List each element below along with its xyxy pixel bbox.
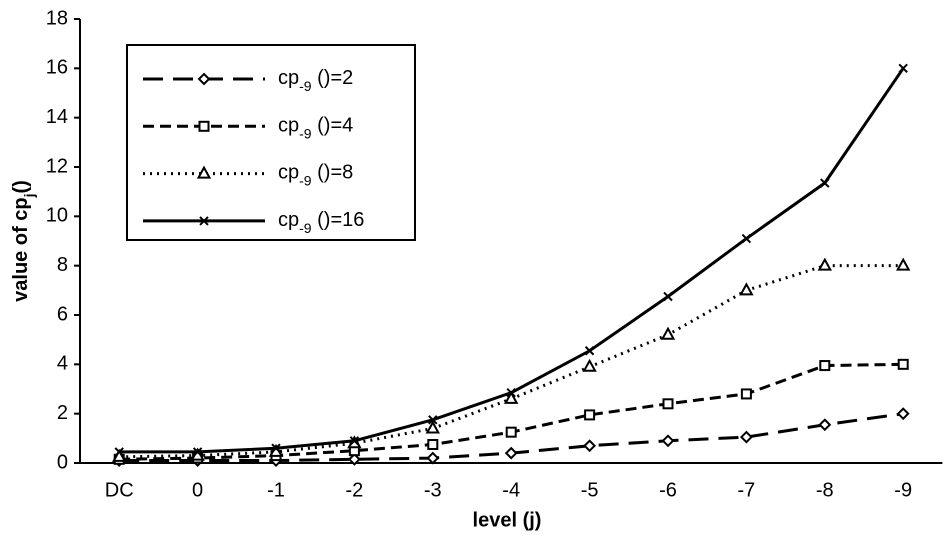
x-tick-label: -8 xyxy=(816,479,834,501)
data-point xyxy=(427,439,439,450)
x-tick-label: -5 xyxy=(581,479,599,501)
legend-label: cp-9 ()=8 xyxy=(278,162,353,188)
x-tick-label: 0 xyxy=(192,479,203,501)
y-tick-label: 4 xyxy=(57,353,68,375)
data-point xyxy=(820,178,830,188)
data-point xyxy=(818,418,832,432)
legend-marker xyxy=(197,72,211,86)
data-point xyxy=(426,451,440,465)
y-tick-label: 0 xyxy=(57,451,68,473)
data-point xyxy=(504,390,519,404)
data-point xyxy=(817,257,832,271)
x-tick-label: DC xyxy=(105,479,134,501)
y-tick-label: 2 xyxy=(57,402,68,424)
data-point xyxy=(428,415,438,425)
y-tick-label: 18 xyxy=(46,7,68,29)
data-point xyxy=(192,447,203,457)
legend-label: cp-9 ()=2 xyxy=(278,67,353,93)
data-point xyxy=(506,387,516,398)
data-point xyxy=(898,63,908,74)
legend-label: cp-9 ()=16 xyxy=(278,209,364,235)
data-point xyxy=(661,434,675,448)
x-tick-label: -6 xyxy=(659,479,677,501)
y-tick-label: 12 xyxy=(46,155,68,177)
data-point xyxy=(741,233,752,244)
y-tick-label: 8 xyxy=(57,254,68,276)
data-point xyxy=(347,452,361,466)
x-tick-label: -9 xyxy=(894,479,912,501)
data-point xyxy=(114,447,124,457)
data-point xyxy=(896,407,910,421)
data-point xyxy=(897,358,909,370)
x-tick-label: -1 xyxy=(267,479,285,501)
data-point xyxy=(740,388,752,400)
data-point xyxy=(504,446,518,460)
data-point xyxy=(662,398,674,410)
data-point xyxy=(584,346,595,356)
data-point xyxy=(349,436,360,446)
x-tick-label: -7 xyxy=(738,479,756,501)
y-tick-label: 6 xyxy=(57,303,68,325)
data-point xyxy=(583,439,597,453)
data-point xyxy=(663,291,673,302)
legend-box xyxy=(126,44,416,241)
legend: cp-9 ()=2 cp-9 ()=4 cp-9 ()=8 cp-9 ()=16 xyxy=(126,44,416,241)
x-axis-title: level (j) xyxy=(473,509,542,531)
data-point xyxy=(660,326,676,340)
data-point xyxy=(425,420,440,434)
data-point xyxy=(271,443,281,453)
data-point xyxy=(896,257,911,271)
legend-marker xyxy=(199,216,209,226)
data-point xyxy=(505,426,517,438)
y-tick-label: 14 xyxy=(46,106,68,128)
legend-label: cp-9 ()=4 xyxy=(278,115,353,141)
legend-marker xyxy=(198,120,210,132)
data-point xyxy=(819,360,831,372)
legend-marker xyxy=(196,165,212,179)
y-axis-title: value of cpj() xyxy=(10,180,36,302)
y-tick-label: 10 xyxy=(46,205,68,227)
data-point xyxy=(582,358,597,372)
data-point xyxy=(584,409,596,421)
data-point xyxy=(739,282,754,296)
y-tick-label: 16 xyxy=(46,57,68,79)
x-tick-label: -3 xyxy=(424,479,442,501)
x-tick-label: -2 xyxy=(346,479,364,501)
data-point xyxy=(739,430,753,444)
x-tick-label: -4 xyxy=(502,479,520,501)
